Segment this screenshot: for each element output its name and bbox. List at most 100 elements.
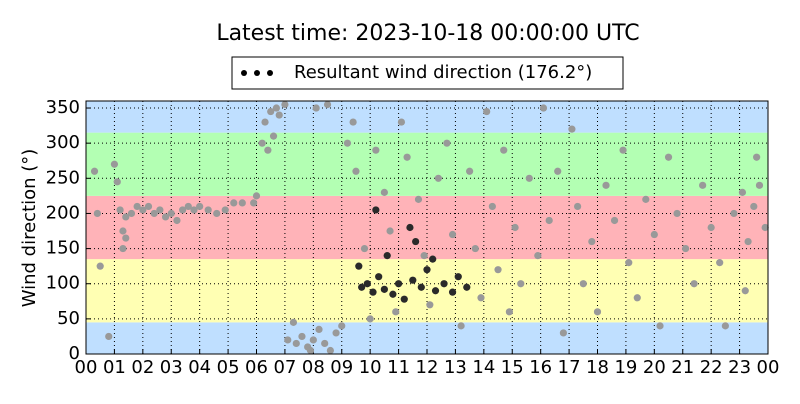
data-point (721, 322, 729, 330)
x-tick-label: 04 (188, 357, 211, 378)
x-tick-label: 14 (472, 357, 495, 378)
legend-label: Resultant wind direction (176.2°) (294, 62, 592, 83)
data-point (389, 290, 397, 298)
data-point (372, 206, 380, 214)
legend-box (231, 56, 624, 90)
data-point (161, 213, 170, 221)
data-point (400, 295, 408, 303)
data-point (110, 160, 119, 168)
data-point (252, 192, 261, 200)
data-point (269, 132, 278, 140)
data-point (429, 255, 437, 263)
data-point (321, 339, 329, 348)
data-point (380, 285, 388, 293)
chart-title: Latest time: 2023-10-18 00:00:00 UTC (216, 21, 639, 46)
y-tick-label: 150 (46, 238, 80, 259)
data-point (309, 336, 317, 344)
data-point (196, 202, 204, 211)
data-point (488, 202, 496, 211)
data-point (574, 202, 582, 211)
data-point (750, 202, 758, 211)
y-tick-label: 200 (46, 202, 80, 223)
data-point (167, 209, 175, 218)
x-tick-label: 01 (103, 357, 126, 378)
data-point (434, 174, 442, 182)
data-point (471, 244, 479, 253)
data-point (539, 104, 548, 112)
y-tick-label: 0 (69, 343, 80, 364)
data-point (150, 209, 158, 218)
data-point (664, 153, 673, 161)
data-point (423, 266, 431, 274)
data-point (230, 199, 238, 207)
data-point (326, 346, 334, 355)
x-tick-label: 11 (387, 357, 410, 378)
data-point (426, 301, 434, 309)
data-point (394, 280, 403, 288)
data-point (221, 206, 229, 214)
data-point (184, 202, 192, 211)
data-point (264, 146, 272, 154)
y-tick-label: 300 (46, 132, 80, 153)
data-point (610, 216, 619, 225)
data-point (156, 206, 164, 214)
data-point (673, 209, 681, 218)
data-point (505, 308, 514, 316)
x-tick-label: 22 (700, 357, 723, 378)
y-tick-label: 250 (46, 167, 80, 188)
data-point (343, 139, 352, 147)
legend-marker (254, 70, 260, 76)
data-point (355, 262, 363, 270)
x-tick-label: 05 (217, 357, 240, 378)
x-tick-label: 21 (671, 357, 694, 378)
data-point (93, 209, 101, 218)
data-point (477, 294, 485, 302)
data-point (409, 276, 417, 284)
data-point (238, 199, 246, 207)
x-tick-label: 08 (302, 357, 325, 378)
data-point (406, 223, 414, 232)
x-tick-label: 00 (75, 357, 98, 378)
data-point (332, 329, 340, 337)
data-point (420, 252, 428, 260)
data-point (625, 259, 633, 267)
data-point (275, 111, 283, 119)
data-point (412, 237, 420, 246)
data-point (579, 280, 587, 288)
data-point (730, 209, 738, 218)
data-point (494, 266, 502, 274)
x-tick-label: 06 (245, 357, 268, 378)
data-point (190, 206, 198, 214)
data-point (338, 322, 346, 330)
x-tick-label: 09 (330, 357, 353, 378)
data-point (534, 252, 542, 260)
data-point (139, 206, 147, 214)
x-tick-label: 20 (643, 357, 666, 378)
data-point (448, 288, 457, 296)
data-point (761, 223, 769, 232)
data-point (366, 315, 374, 323)
data-point (292, 339, 300, 348)
data-point (755, 181, 764, 189)
data-point (386, 227, 394, 235)
data-point (699, 181, 707, 189)
data-point (179, 206, 187, 214)
data-point (500, 146, 508, 154)
data-point (681, 244, 690, 253)
data-point (443, 139, 451, 147)
x-tick-label: 02 (131, 357, 154, 378)
data-point (261, 118, 269, 126)
data-point (642, 195, 650, 203)
x-tick-label: 10 (359, 357, 382, 378)
data-point (588, 237, 596, 246)
data-point (116, 206, 124, 214)
data-point (554, 167, 562, 175)
data-point (403, 153, 411, 161)
data-point (602, 181, 610, 189)
data-point (431, 287, 440, 295)
direction-band (86, 101, 768, 133)
data-point (738, 188, 747, 196)
y-axis-label: Wind direction (°) (19, 149, 40, 308)
data-point (90, 167, 99, 175)
data-point (122, 213, 130, 221)
